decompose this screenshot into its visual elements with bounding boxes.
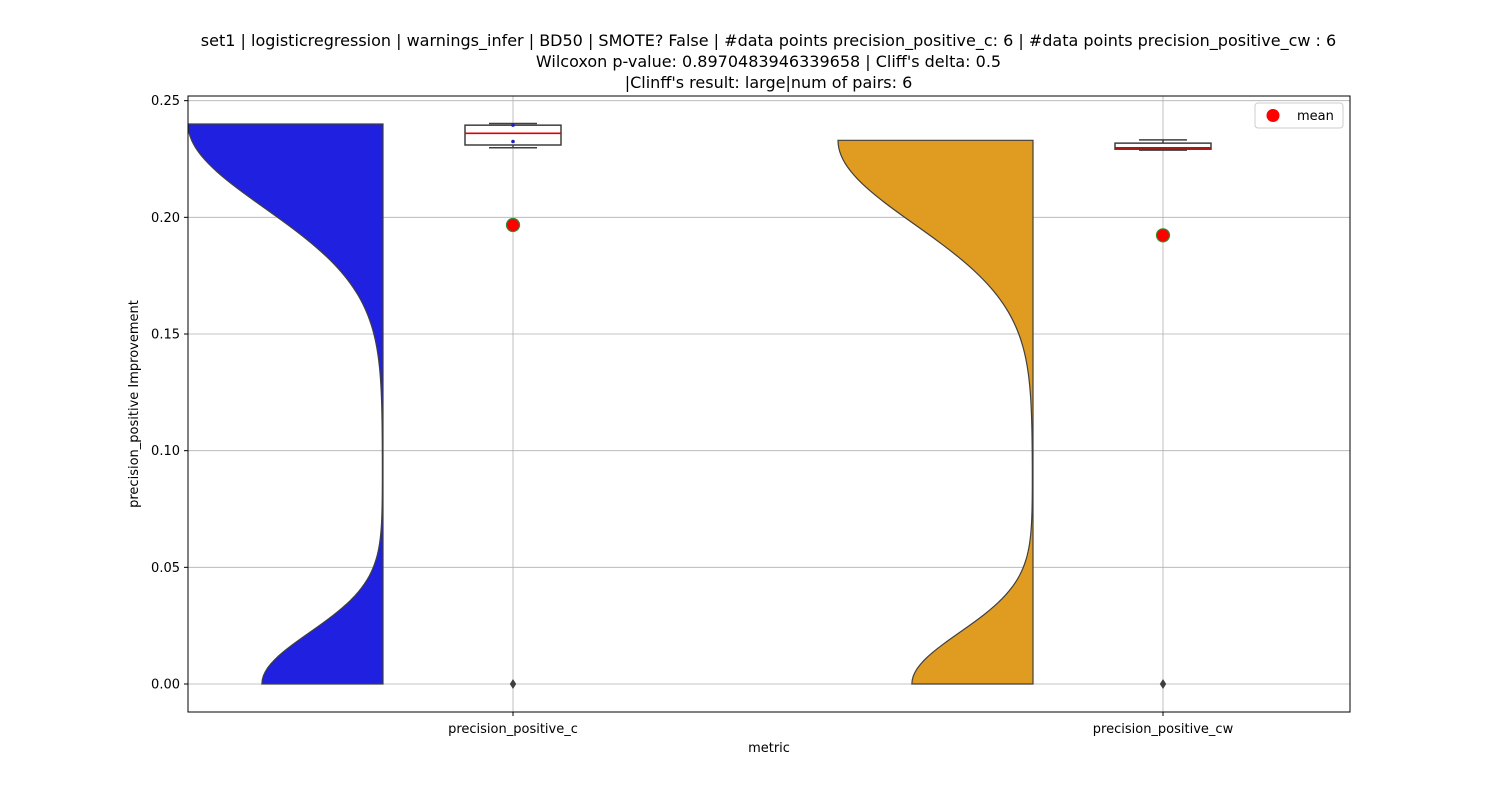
tick-layer: 0.00 0.05 0.10 0.15 0.20 0.25 precision_positi… bbox=[151, 94, 1234, 737]
legend: mean bbox=[1254, 102, 1344, 129]
title-line-2: Wilcoxon p-value: 0.8970483946339658 | C… bbox=[535, 52, 1002, 71]
plot-frame bbox=[187, 95, 1351, 713]
y-axis-label: precision_positive Improvement bbox=[127, 300, 142, 508]
legend-mean-marker bbox=[1266, 109, 1280, 122]
legend-label: mean bbox=[1297, 109, 1334, 124]
x-tick-label: precision_positive_c bbox=[448, 722, 578, 737]
box-layer bbox=[464, 122, 1212, 151]
x-axis-label: metric bbox=[748, 741, 790, 756]
mean-marker bbox=[1155, 228, 1171, 243]
y-tick-label: 0.15 bbox=[151, 328, 180, 343]
data-point bbox=[511, 139, 515, 144]
y-tick-label: 0.05 bbox=[151, 561, 180, 576]
data-point bbox=[511, 123, 515, 127]
box-precision_positive_cw bbox=[1114, 142, 1212, 150]
title-line-3: |Clinff's result: large|num of pairs: 6 bbox=[624, 73, 913, 92]
violin-precision_positive_c bbox=[188, 123, 384, 685]
x-tick-label: precision_positive_cw bbox=[1093, 722, 1234, 737]
chart-title: set1 | logisticregression | warnings_inf… bbox=[0, 30, 1500, 93]
mean-marker bbox=[505, 217, 521, 233]
title-line-1: set1 | logisticregression | warnings_inf… bbox=[200, 31, 1337, 50]
y-tick-label: 0.20 bbox=[151, 211, 180, 226]
violin-layer bbox=[188, 123, 1034, 685]
y-tick-label: 0.00 bbox=[151, 678, 180, 693]
outlier-marker bbox=[509, 679, 517, 689]
y-tick-label: 0.10 bbox=[151, 444, 180, 459]
mark-layer bbox=[505, 123, 1171, 689]
outlier-marker bbox=[1159, 679, 1167, 689]
violin-precision_positive_cw bbox=[837, 139, 1034, 685]
legend-box bbox=[1254, 102, 1344, 129]
y-tick-label: 0.25 bbox=[151, 94, 180, 109]
